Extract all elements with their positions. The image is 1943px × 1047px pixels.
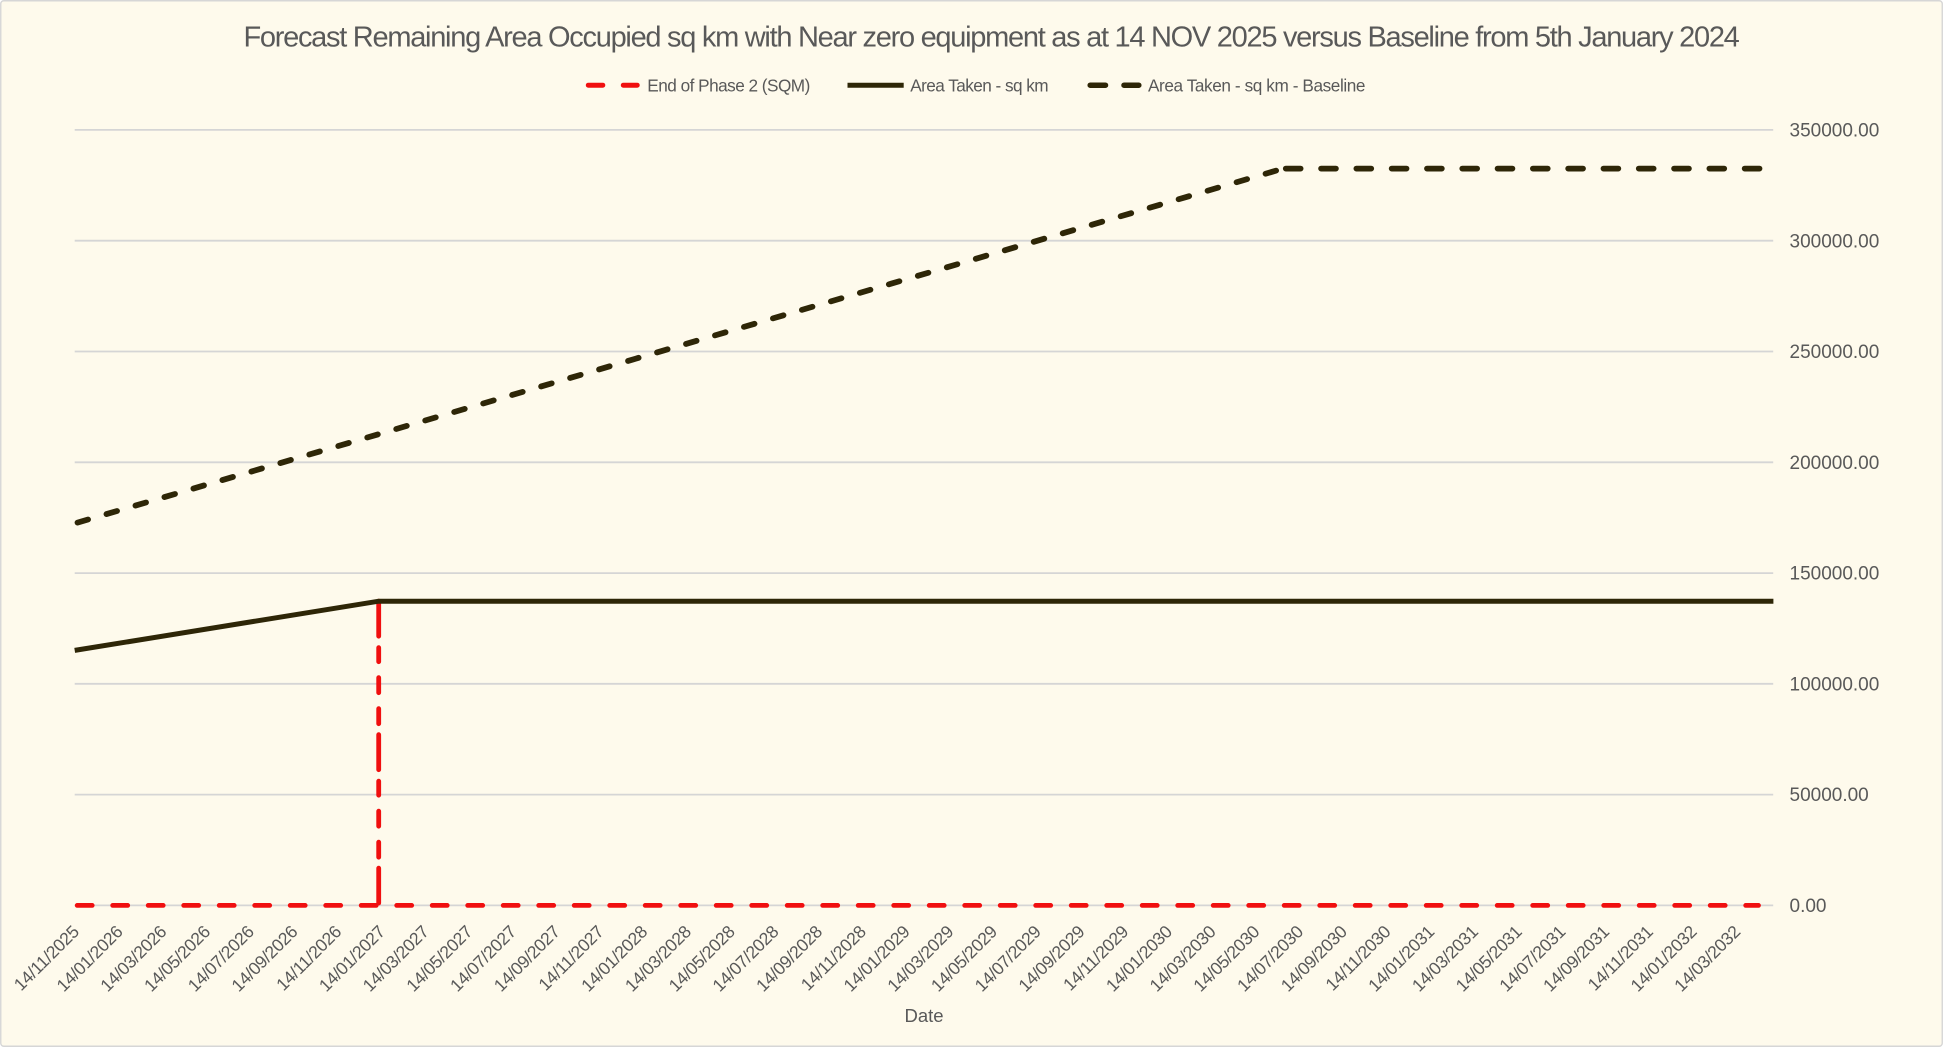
svg-text:300000.00: 300000.00	[1790, 231, 1880, 252]
svg-text:350000.00: 350000.00	[1790, 121, 1880, 142]
svg-text:250000.00: 250000.00	[1790, 342, 1880, 363]
svg-text:Area Taken - sq km: Area Taken - sq km	[910, 76, 1048, 96]
svg-text:Date: Date	[904, 1005, 943, 1026]
svg-text:100000.00: 100000.00	[1790, 674, 1880, 695]
svg-text:Forecast Remaining Area Occupi: Forecast Remaining Area Occupied sq km w…	[243, 22, 1739, 54]
svg-text:150000.00: 150000.00	[1790, 564, 1880, 585]
svg-text:200000.00: 200000.00	[1790, 453, 1880, 474]
svg-text:0.00: 0.00	[1790, 896, 1827, 917]
svg-text:50000.00: 50000.00	[1790, 785, 1869, 806]
svg-text:Area Taken - sq km - Baseline: Area Taken - sq km - Baseline	[1148, 76, 1365, 96]
svg-text:End of Phase 2 (SQM): End of Phase 2 (SQM)	[647, 76, 810, 96]
